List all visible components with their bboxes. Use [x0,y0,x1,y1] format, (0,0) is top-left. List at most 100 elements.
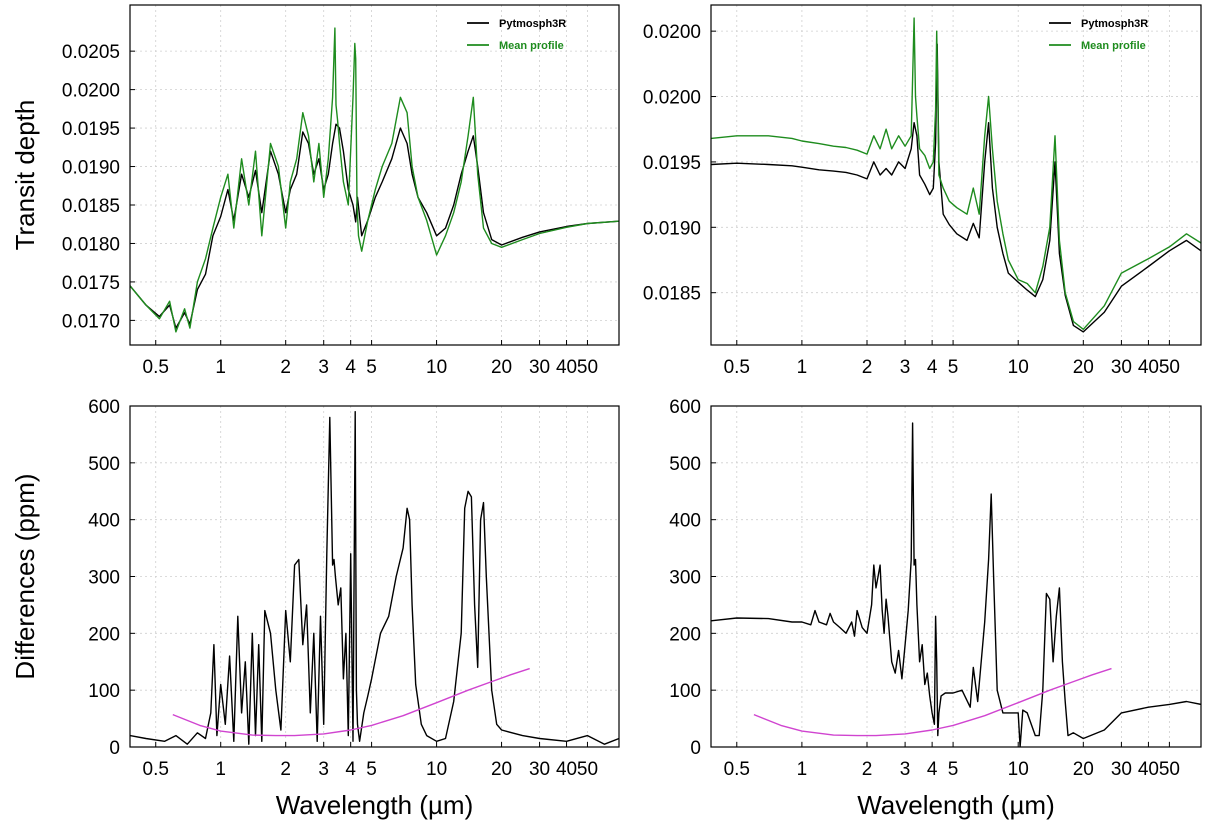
x-tick-label: 5 [366,357,377,378]
x-tick-label: 20 [491,357,512,378]
x-tick-label: 1 [797,357,808,378]
y-tick-label: 0.0185 [62,196,120,217]
x-tick-label: 3 [900,357,911,378]
x-tick-label: 4 [927,357,938,378]
legend-label: Mean profile [499,40,564,52]
y-tick-label: 300 [669,568,701,589]
series-line-mean-profile [711,17,1201,330]
legend: Pytmosph3R Mean profile [467,18,566,52]
panel-top-left: 0.5 1 2 3 4 5 10 20 30 40 50 0.0170 0.0175 0.0180 0.01… [10,4,620,378]
y-tick-label: 0.0195 [62,119,120,140]
series-group [711,17,1201,333]
y-tick-label: 0 [109,738,120,759]
x-tick-label: 5 [948,357,959,378]
x-tick-label: 40 [1138,759,1159,780]
x-tick-label: 40 [1138,357,1159,378]
x-tick-label: 4 [345,759,356,780]
x-tick-label: 50 [1159,357,1180,378]
y-tick-label: 0.0200 [62,81,120,102]
x-axis-label: Wavelength (µm) [276,790,474,820]
x-tick-label: 50 [577,759,598,780]
series-line-mean-profile [130,27,619,333]
y-tick-label: 0.0190 [62,158,120,179]
y-tick-label: 0.0190 [643,218,701,239]
x-tick-label: 4 [927,759,938,780]
series-line-pytmosph3r [711,43,1201,333]
series-line-differences [711,422,1201,747]
x-tick-label: 30 [1111,357,1132,378]
x-tick-label: 20 [491,759,512,780]
x-tick-label: 30 [529,357,550,378]
y-tick-label: 0.0200 [643,22,701,43]
x-tick-label: 0.5 [724,357,750,378]
x-tick-label: 10 [1008,357,1029,378]
y-tick-label: 400 [88,511,120,532]
x-tick-label: 10 [1008,759,1029,780]
x-tick-label: 40 [556,357,577,378]
x-tick-label: 10 [426,357,447,378]
x-tick-label: 3 [900,759,911,780]
y-tick-label: 0.0185 [643,284,701,305]
y-tick-label: 300 [88,568,120,589]
panel-top-right: 0.5 1 2 3 4 5 10 20 30 40 50 0.0185 0.0190 0.0195 0.02… [643,4,1202,378]
x-tick-label: 2 [862,357,873,378]
y-tick-label: 0.0180 [62,234,120,255]
panel-bottom-right: 0.5 1 2 3 4 5 10 20 30 40 500100200300400500600Wav… [669,397,1202,820]
x-tick-label: 3 [318,759,329,780]
x-tick-label: 10 [426,759,447,780]
y-tick-label: 0.0175 [62,273,120,294]
y-tick-label: 100 [88,681,120,702]
x-tick-label: 2 [862,759,873,780]
y-tick-label: 200 [88,624,120,645]
x-tick-label: 2 [280,759,291,780]
y-tick-label: 0.0195 [643,153,701,174]
legend-label: Mean profile [1081,40,1146,52]
y-tick-label: 600 [88,397,120,418]
y-tick-label: 400 [669,511,701,532]
y-tick-label: 0.0200 [643,88,701,109]
x-tick-label: 1 [215,759,226,780]
x-tick-label: 40 [556,759,577,780]
x-tick-label: 5 [366,759,377,780]
series-group [130,27,619,333]
y-tick-label: 500 [88,454,120,475]
x-tick-label: 1 [797,759,808,780]
plot-frame [129,4,620,346]
x-tick-label: 1 [215,357,226,378]
x-axis-label: Wavelength (µm) [857,790,1055,820]
x-tick-label: 30 [529,759,550,780]
legend: Pytmosph3R Mean profile [1049,18,1148,52]
series-line-fit-curve [753,667,1112,737]
x-tick-label: 30 [1111,759,1132,780]
y-tick-label: 600 [669,397,701,418]
x-tick-label: 20 [1073,357,1094,378]
series-group [130,411,619,745]
series-line-fit-curve [172,667,530,737]
chart-panels: 0.5 1 2 3 4 5 10 20 30 40 500.01700.01750.01800.01… [10,4,1202,820]
x-tick-label: 0.5 [143,357,169,378]
y-tick-label: 0.0205 [62,42,120,63]
x-tick-label: 20 [1073,759,1094,780]
x-tick-label: 2 [280,357,291,378]
y-tick-label: 0 [690,738,701,759]
series-line-differences [130,411,619,745]
x-tick-label: 0.5 [724,759,750,780]
x-tick-label: 4 [345,357,356,378]
x-tick-label: 0.5 [143,759,169,780]
legend-label: Pytmosph3R [1081,18,1148,30]
y-axis-label: Transit depth [10,100,40,251]
series-group [711,422,1201,747]
panel-bottom-left: 0.5 1 2 3 4 5 10 20 30 40 500100200300400500600Dif… [10,397,620,820]
x-tick-label: 50 [1159,759,1180,780]
legend-label: Pytmosph3R [499,18,566,30]
y-tick-label: 500 [669,454,701,475]
y-tick-label: 100 [669,681,701,702]
plot-frame [710,4,1202,346]
y-tick-label: 200 [669,624,701,645]
x-tick-label: 3 [318,357,329,378]
series-line-pytmosph3r [130,123,619,329]
x-tick-label: 5 [948,759,959,780]
y-axis-label: Differences (ppm) [10,473,40,679]
